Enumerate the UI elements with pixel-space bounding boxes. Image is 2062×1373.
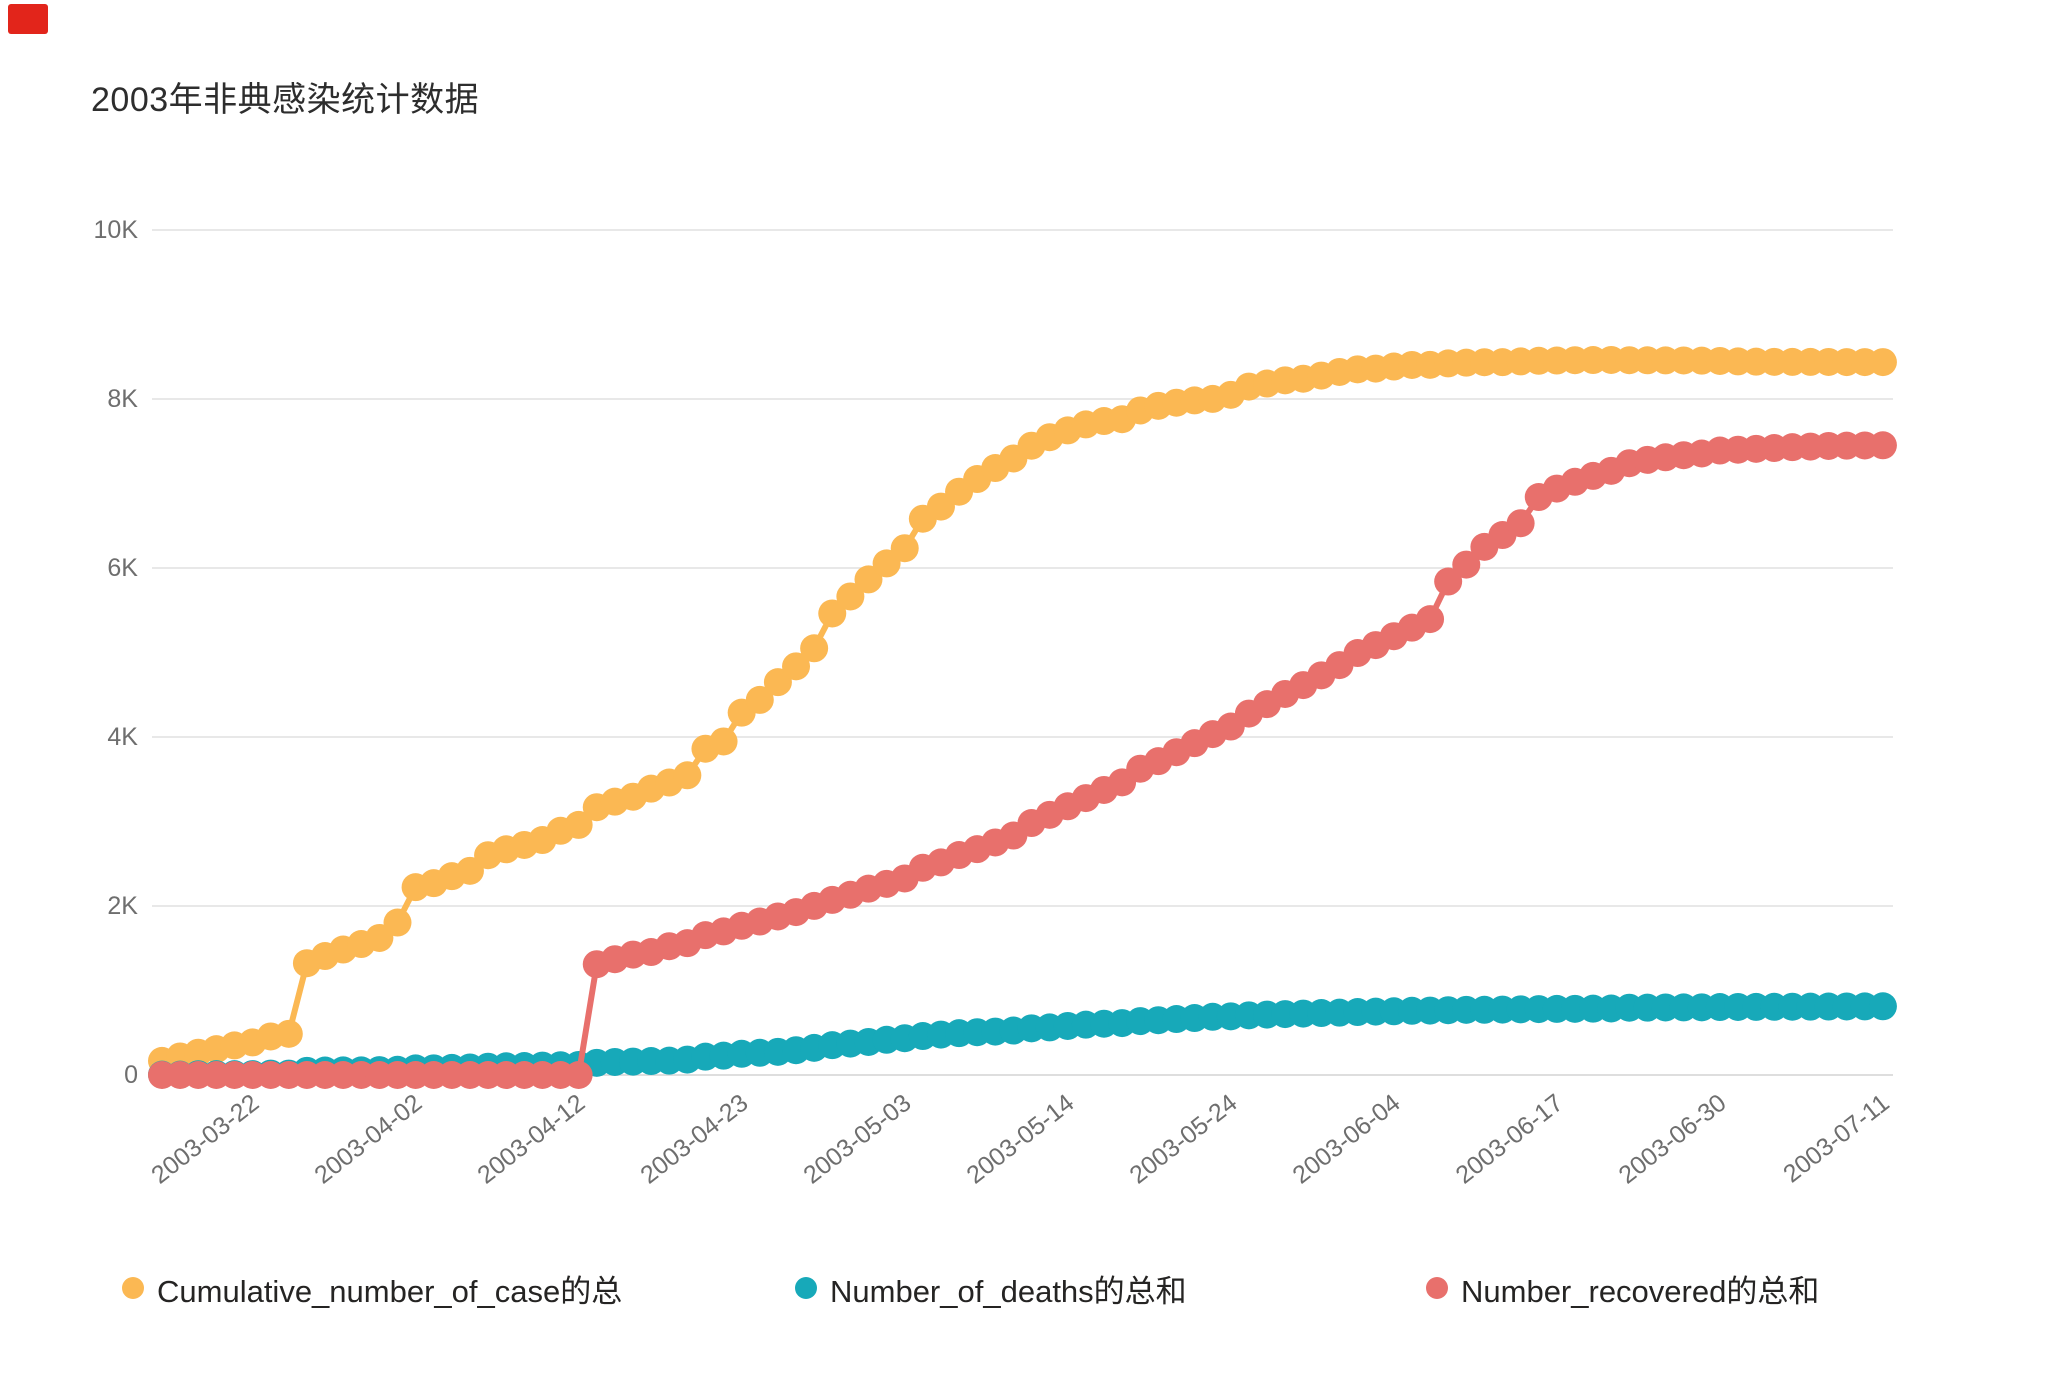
series-2-marker <box>1416 605 1445 634</box>
x-axis-label-2003-04-23: 2003-04-23 <box>635 1089 753 1190</box>
series-0-marker <box>836 582 865 611</box>
legend-label-cumulative-cases: Cumulative_number_of_case的总 <box>157 1273 623 1309</box>
x-axis-label-2003-06-30: 2003-06-30 <box>1614 1089 1732 1190</box>
series-0-marker <box>673 761 702 790</box>
series-2-marker <box>1452 550 1481 579</box>
series-0-marker <box>455 856 484 885</box>
y-axis-label-0: 0 <box>124 1061 138 1089</box>
series-2-marker <box>564 1061 593 1089</box>
x-axis-label-2003-03-22: 2003-03-22 <box>146 1089 264 1190</box>
y-axis-label-2K: 2K <box>107 892 138 920</box>
series-0-marker <box>782 652 811 681</box>
chart-legend: Cumulative_number_of_case的总 Number_of_de… <box>0 1266 2062 1312</box>
series-2-marker <box>1434 567 1463 596</box>
series-0-marker <box>564 810 593 839</box>
series-2-marker <box>1506 509 1535 538</box>
legend-label-recovered: Number_recovered的总和 <box>1461 1273 1820 1309</box>
x-axis-label-2003-05-03: 2003-05-03 <box>798 1089 916 1190</box>
y-axis-label-10K: 10K <box>94 216 139 244</box>
series-2-marker <box>1868 431 1897 460</box>
legend-dot-recovered-icon <box>1426 1277 1448 1299</box>
series-0-marker <box>763 668 792 697</box>
series-0-marker <box>1868 348 1897 377</box>
x-axis-label-2003-04-12: 2003-04-12 <box>472 1089 590 1190</box>
legend-dot-deaths-icon <box>795 1277 817 1299</box>
chart-title: 2003年非典感染统计数据 <box>91 81 480 119</box>
legend-item-deaths[interactable]: Number_of_deaths的总和 <box>795 1266 1187 1310</box>
series-0-marker <box>274 1019 303 1048</box>
series-line-2 <box>162 442 1883 1078</box>
series-0-marker <box>709 727 738 756</box>
series-0-marker <box>818 599 847 628</box>
series-0-marker <box>890 534 919 563</box>
x-axis-label-2003-05-14: 2003-05-14 <box>961 1089 1079 1190</box>
series-0-marker <box>854 565 883 594</box>
x-axis-label-2003-07-11: 2003-07-11 <box>1778 1089 1895 1189</box>
series-0-marker <box>800 634 829 663</box>
series-1-marker <box>1868 992 1897 1021</box>
legend-item-recovered[interactable]: Number_recovered的总和 <box>1426 1266 1819 1310</box>
x-axis-label-2003-04-02: 2003-04-02 <box>309 1089 427 1190</box>
y-axis-label-8K: 8K <box>107 385 138 413</box>
y-axis-label-4K: 4K <box>107 723 138 751</box>
x-axis-label-2003-06-04: 2003-06-04 <box>1287 1089 1405 1190</box>
series-0-marker <box>383 908 412 937</box>
legend-item-cumulative-cases[interactable]: Cumulative_number_of_case的总 <box>122 1266 622 1310</box>
legend-dot-cumulative-cases-icon <box>122 1277 144 1299</box>
x-axis-label-2003-06-17: 2003-06-17 <box>1451 1089 1569 1190</box>
series-0-marker <box>745 685 774 714</box>
legend-label-deaths: Number_of_deaths的总和 <box>830 1273 1187 1309</box>
x-axis-label-2003-05-24: 2003-05-24 <box>1124 1089 1242 1190</box>
red-corner-mark <box>8 4 48 34</box>
y-axis-label-6K: 6K <box>107 554 138 582</box>
